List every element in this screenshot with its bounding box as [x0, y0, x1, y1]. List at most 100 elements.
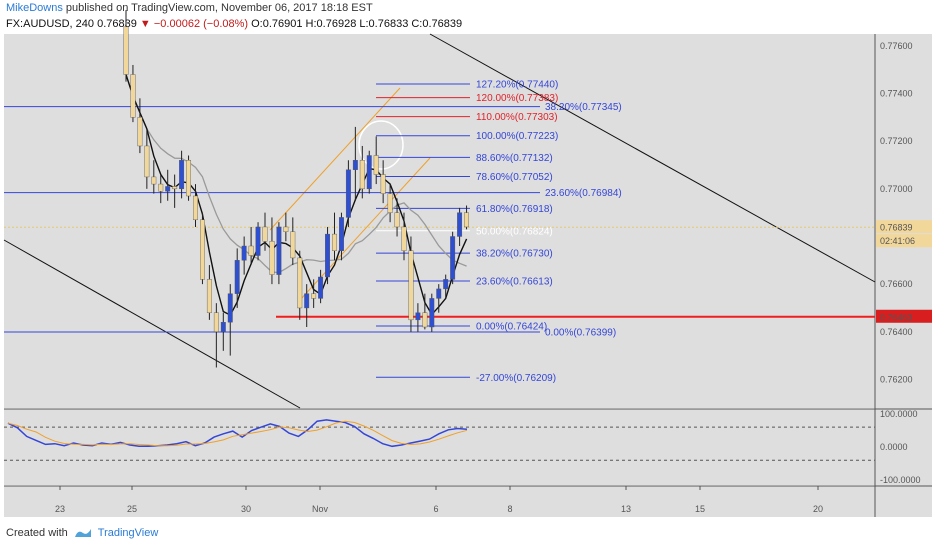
- candle-body: [325, 233, 330, 278]
- candle-body: [172, 186, 178, 190]
- candle-body: [234, 260, 240, 294]
- candle-body: [227, 293, 233, 323]
- candle-body: [311, 293, 317, 299]
- candle-body: [158, 183, 164, 192]
- time-axis-tick-label: 13: [621, 504, 631, 514]
- fib-level-label: 127.20%(0.77440): [476, 80, 558, 91]
- orange-channel-lower: [299, 157, 431, 301]
- fib-level-label: 78.60%(0.77052): [476, 172, 553, 183]
- price-axis-tick-label: 0.76600: [880, 279, 913, 289]
- fib-long-label: 0.00%(0.76399): [545, 328, 616, 339]
- rsi-line: [7, 419, 468, 448]
- time-axis-background: [4, 486, 875, 517]
- fib-level-label: 0.00%(0.76424): [476, 322, 547, 333]
- candle-body: [283, 226, 289, 232]
- rsi-pane-background: [4, 409, 875, 485]
- candle-body: [241, 245, 247, 261]
- candle-body: [457, 212, 463, 237]
- author-name[interactable]: MikeDowns: [6, 2, 63, 14]
- candle-body: [352, 160, 358, 170]
- last-price-tag: [876, 220, 932, 234]
- fib-level-label: 110.00%(0.77303): [476, 112, 558, 123]
- candle-body: [436, 288, 442, 299]
- candle-body: [464, 212, 469, 228]
- price-axis-tick-label: 0.77600: [880, 41, 913, 51]
- time-axis-tick-label: 8: [507, 504, 512, 514]
- fib-level-label: 100.00%(0.77223): [476, 131, 558, 142]
- candle-body: [130, 74, 136, 118]
- candle-body: [137, 117, 143, 147]
- price-axis-tick-label: 0.76200: [880, 374, 913, 384]
- fib-level-label: 38.20%(0.76730): [476, 249, 553, 260]
- candle-body: [206, 279, 212, 313]
- fib-long-label: 23.60%(0.76984): [545, 188, 622, 199]
- publish-header: MikeDowns published on TradingView.com, …: [6, 2, 373, 14]
- fib-level-label: 61.80%(0.76918): [476, 204, 553, 215]
- fib-level-label: 120.00%(0.77383): [476, 93, 558, 104]
- orange-channel-upper: [269, 87, 401, 231]
- candle-body: [269, 241, 275, 275]
- time-axis-tick-label: Nov: [312, 504, 329, 514]
- countdown-tag-label: 02:41:06: [880, 236, 915, 246]
- moving-average-slow: [125, 74, 467, 274]
- price-axis-background: [875, 34, 932, 517]
- candle-body: [290, 231, 296, 259]
- published-text: published on TradingView.com, November 0…: [65, 2, 373, 14]
- time-axis-tick-label: 23: [55, 504, 65, 514]
- candle-body: [262, 226, 268, 242]
- candle-body: [359, 160, 365, 190]
- candle-body: [366, 155, 372, 190]
- candle-body: [179, 160, 185, 190]
- time-axis-tick-label: 6: [433, 504, 438, 514]
- candle-body: [199, 219, 205, 280]
- created-with-text: Created with: [6, 527, 68, 539]
- candle-body: [193, 195, 198, 221]
- rsi-signal-line: [7, 420, 468, 447]
- fib-level-label: -27.00%(0.76209): [476, 373, 556, 384]
- candle-body: [415, 312, 421, 321]
- candle-body: [429, 298, 435, 328]
- candle-body: [394, 212, 400, 228]
- candle-body: [297, 257, 303, 309]
- candle-body: [165, 186, 171, 192]
- highlight-circle: [358, 120, 404, 170]
- candle-body: [123, 26, 129, 75]
- time-axis-tick-label: 20: [813, 504, 823, 514]
- fib-level-label: 88.60%(0.77132): [476, 153, 553, 164]
- footer: Created with TradingView: [6, 527, 158, 539]
- support-price-tag: [876, 309, 932, 323]
- candle-body: [144, 145, 150, 178]
- candle-body: [450, 236, 456, 280]
- candle-body: [151, 176, 157, 185]
- candle-body: [373, 155, 379, 175]
- trend-line-upper: [429, 33, 876, 283]
- candle-body: [255, 226, 261, 256]
- rsi-axis-tick-label: 0.0000: [880, 442, 908, 452]
- candle-body: [213, 312, 219, 332]
- fib-level-label: 23.60%(0.76613): [476, 277, 553, 288]
- time-axis-tick-label: 25: [127, 504, 137, 514]
- candle-body: [401, 226, 407, 251]
- candle-body: [248, 245, 254, 256]
- symbol-label: FX:AUDUSD, 240: [6, 18, 95, 30]
- fib-long-label: 38.20%(0.77345): [545, 102, 622, 113]
- candle-body: [380, 174, 386, 194]
- tradingview-brand[interactable]: TradingView: [97, 527, 159, 539]
- candle-body: [339, 217, 344, 251]
- trend-line-lower: [3, 239, 301, 409]
- candle-body: [318, 276, 324, 299]
- down-arrow-icon: ▼: [139, 18, 151, 30]
- price-axis-tick-label: 0.77400: [880, 89, 913, 99]
- candle-body: [387, 193, 393, 213]
- candle-body: [220, 322, 226, 332]
- candle-body: [422, 312, 428, 328]
- fib-level-label: 50.00%(0.76824): [476, 226, 553, 237]
- price-axis-tick-label: 0.77200: [880, 136, 913, 146]
- candle-body: [304, 293, 310, 309]
- tradingview-logo-icon: [74, 529, 91, 537]
- price-change: −0.00062 (−0.08%): [153, 18, 249, 30]
- symbol-header: FX:AUDUSD, 240 0.76839 ▼ −0.00062 (−0.08…: [6, 18, 462, 30]
- price-pane-background: [4, 34, 875, 408]
- candle-body: [443, 279, 449, 290]
